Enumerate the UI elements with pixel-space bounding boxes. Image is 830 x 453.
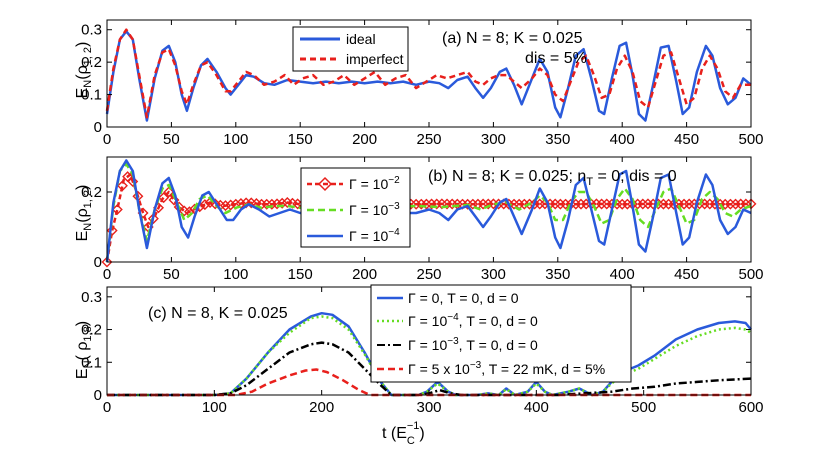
panel-c-series-1-line [107, 315, 752, 397]
panel-b-plot: 0 50 100 150 200 250 300 350 400 450 500 0 0.2 [81, 156, 764, 283]
panel-c-legend-3: Γ = 10−3, T = 0, d = 0 [408, 336, 538, 353]
panel-c-legend-2: Γ = 10−4, T = 0, d = 0 [408, 312, 538, 329]
panel-b-series-0-marker-11 [158, 192, 170, 204]
panel-c-legend-box [370, 284, 632, 383]
panel-a-xtick-label-1: 50 [163, 131, 180, 148]
panel-b-ytick-label-1: 0.2 [81, 184, 102, 201]
panel-a-xtick-label-4: 200 [352, 131, 377, 148]
panel-b-xtick-label-4: 200 [352, 266, 377, 283]
panel-b-xtick-label-6: 300 [481, 266, 506, 283]
panel-b-xtick-label-1: 50 [163, 266, 180, 283]
panel-b-series-0-marker-12 [163, 186, 175, 198]
panel-b-series-0-marker-0 [101, 256, 113, 268]
panel-a-xtick-label-2: 100 [223, 131, 248, 148]
panel-c-xtick-label-1: 100 [202, 399, 227, 416]
panel-a-xtick-label-8: 400 [610, 131, 635, 148]
panel-b-legend-marker-1 [317, 176, 333, 192]
panel-b-series-0-marker-32 [266, 198, 278, 210]
panel-b-ylabel: EN(ρ1, 2) [74, 185, 94, 242]
panel-a-ylabel: EN(ρ1, 2) [74, 42, 94, 99]
panel-b-legend-3: Γ = 10−4 [349, 227, 400, 244]
panel-c-ylabel: EN( ρ1,8) [74, 321, 94, 379]
panel-b-legend-2: Γ = 10−3 [349, 201, 400, 218]
panel-b-xtick-label-2: 100 [223, 266, 248, 283]
panel-b-series-0-marker-1 [106, 225, 118, 236]
panel-c-annotation: (c) N = 8, K = 0.025 [148, 305, 288, 322]
panel-b-xtick-label-0: 0 [103, 266, 111, 283]
panel-b-legend-1: Γ = 10−2 [349, 175, 400, 192]
panel-a-xtick-label-0: 0 [103, 131, 111, 148]
panel-c-ytick-label-2: 0.2 [81, 322, 102, 339]
panel-b: 0 50 100 150 200 250 300 350 400 450 500 0 0.2 (b) N… [74, 156, 764, 283]
panel-c-ytick-label-0: 0 [94, 387, 102, 404]
panel-b-xtick-label-10: 500 [738, 266, 763, 283]
panel-b-xtick-label-9: 450 [674, 266, 699, 283]
panel-a-xtick-label-10: 500 [738, 131, 763, 148]
panel-b-ytick-label-0: 0 [94, 254, 102, 271]
panel-c-xtick-label-4: 400 [524, 399, 549, 416]
panel-a-ytick-label-3: 0.3 [81, 22, 102, 39]
panel-b-xtick-label-5: 250 [416, 266, 441, 283]
panel-b-series-0-marker-19 [199, 199, 211, 211]
panel-a-series-0-line [105, 30, 752, 122]
panel-b-series-0-marker-9 [147, 213, 159, 225]
panel-a-legend-box [292, 26, 409, 72]
panel-a: 0 50 100 150 200 250 300 350 400 450 500 0 0.1 0.2 0.3… [74, 19, 764, 148]
panel-a-xtick-label-6: 300 [481, 131, 506, 148]
panel-b-series-0-marker-3 [116, 180, 128, 192]
panel-a-plot: 0 50 100 150 200 250 300 350 400 450 500 0 0.1 0.2 0.3 [81, 19, 764, 148]
panel-a-legend-imperfect: imperfect [346, 51, 404, 67]
panel-c: 0 100 200 300 400 500 600 0 0.1 0.2 0.3 (c) N = 8,… [74, 284, 764, 447]
panel-b-series-0-marker-33 [271, 198, 283, 210]
panel-a-ytick-label-2: 0.2 [81, 54, 102, 71]
panel-b-series-0-marker-5 [127, 176, 139, 187]
panel-a-legend: ideal imperfect [292, 26, 409, 72]
panel-c-xtick-label-2: 200 [309, 399, 334, 416]
panel-c-ytick-label-3: 0.3 [81, 289, 102, 306]
panel-c-legend-4: Γ = 5 x 10−3, T = 22 mK, d = 5% [408, 360, 605, 377]
panel-b-series-0-marker-2 [111, 204, 123, 215]
panel-a-xtick-label-9: 450 [674, 131, 699, 148]
panel-b-series-0-line [105, 173, 752, 263]
panel-a-xtick-label-3: 150 [288, 131, 313, 148]
panel-a-annotation: (a) N = 8; K = 0.025 [442, 30, 583, 47]
panel-b-series-0-marker-34 [276, 197, 288, 209]
panel-c-xtick-label-5: 500 [631, 399, 656, 416]
panel-b-legend-box [300, 167, 411, 248]
panel-c-xlabel: t (EC−1) [382, 420, 425, 447]
panel-b-series-0-marker-23 [220, 200, 231, 212]
panel-c-xtick-label-3: 300 [416, 399, 441, 416]
panel-a-annotation-dis: dis = 5% [525, 50, 587, 67]
panel-b-xtick-label-3: 150 [288, 266, 313, 283]
panel-a-ytick-label-0: 0 [94, 119, 102, 136]
panel-c-ytick-label-1: 0.1 [81, 354, 102, 371]
panel-c-plot: 0 100 200 300 400 500 600 0 0.1 0.2 0.3 [81, 286, 764, 416]
panel-a-ytick-label-1: 0.1 [81, 87, 102, 104]
panel-b-series-2-line [105, 159, 752, 263]
panel-c-legend-1: Γ = 0, T = 0, d = 0 [408, 290, 519, 306]
panel-c-series-2-line [107, 341, 752, 397]
panel-c-xtick-label-0: 0 [103, 399, 111, 416]
panel-b-series-0-marker-4 [122, 171, 134, 183]
panel-c-xtick-label-6: 600 [738, 399, 763, 416]
panel-b-annotation: (b) N = 8; K = 0.025; nT = 0; dis = 0 [428, 168, 677, 188]
panel-c-legend: Γ = 0, T = 0, d = 0 Γ = 10−4, T = 0, d =… [370, 284, 632, 383]
panel-b-xtick-label-8: 400 [610, 266, 635, 283]
panel-b-xtick-label-7: 350 [545, 266, 570, 283]
panel-b-series-0-marker-24 [225, 199, 237, 211]
panel-b-legend: Γ = 10−2 Γ = 10−3 Γ = 10−4 [300, 167, 411, 248]
panel-a-xtick-label-5: 250 [416, 131, 441, 148]
panel-a-legend-ideal: ideal [346, 31, 376, 47]
panel-a-xtick-label-7: 350 [545, 131, 570, 148]
